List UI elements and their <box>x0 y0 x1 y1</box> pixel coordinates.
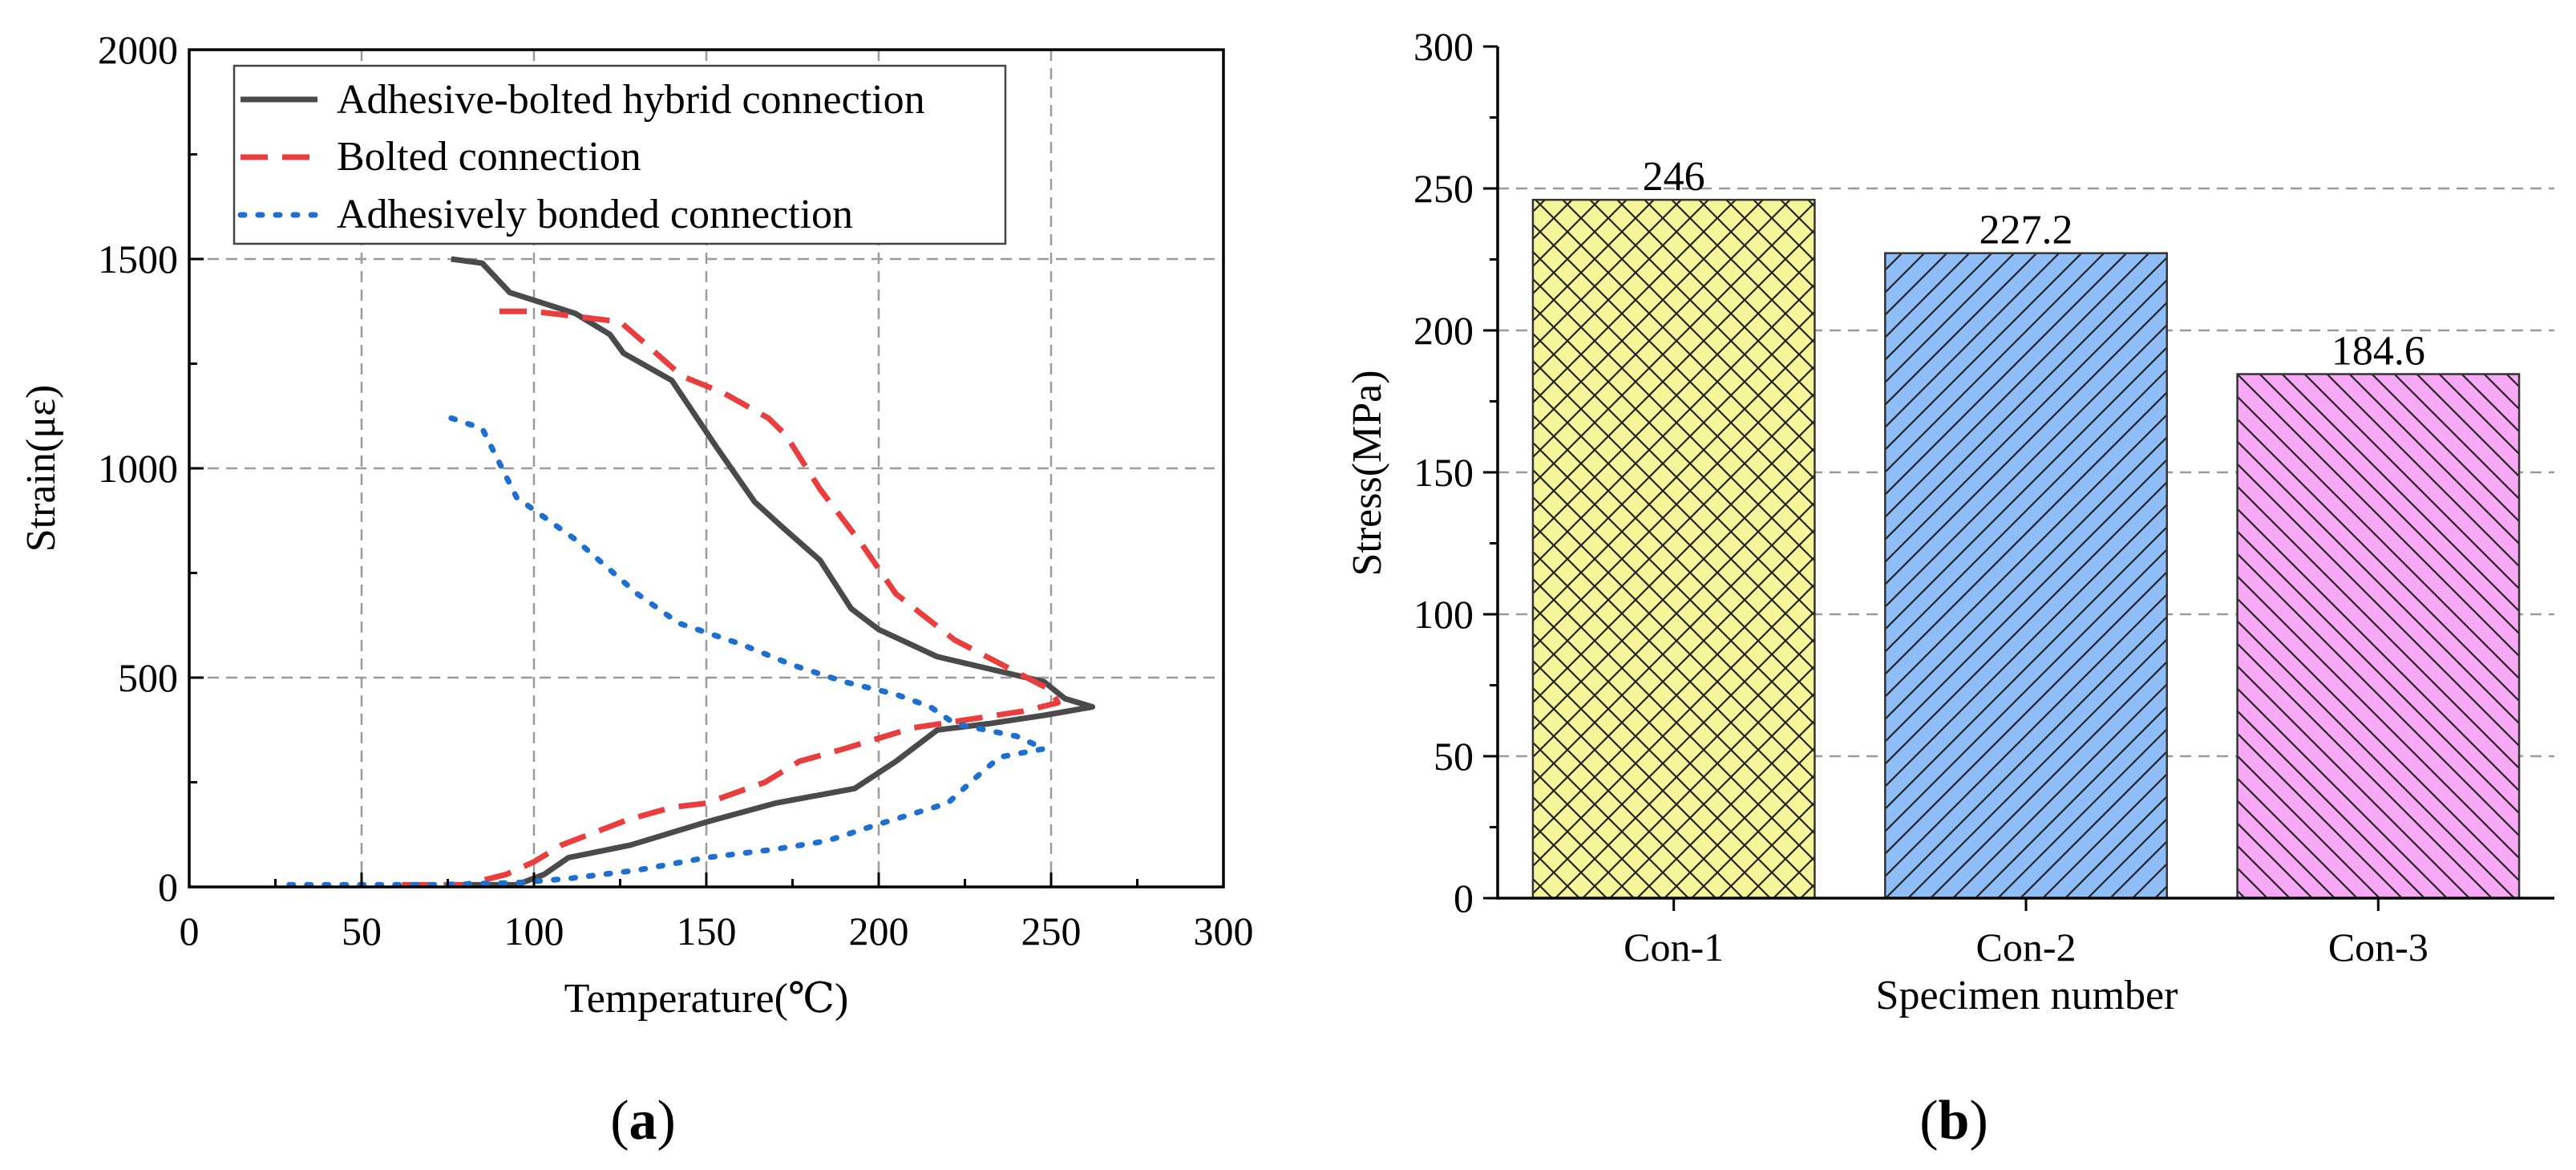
x-tick-label: 150 <box>677 909 737 953</box>
y-tick-label: 1500 <box>98 237 178 281</box>
y-tick-label: 150 <box>1413 450 1474 495</box>
bar-hatch-con-1 <box>1531 198 1816 900</box>
legend-entry-bolted: Bolted connection <box>337 134 641 180</box>
series-line-bolted <box>396 308 1062 888</box>
bar-value-label: 227.2 <box>1980 208 2073 253</box>
legend-box <box>233 64 1007 245</box>
y-tick-label: 100 <box>1413 592 1474 637</box>
y-tick-label: 250 <box>1413 166 1474 211</box>
tick-labels: 0 50 100 150 200 250 300 0 500 1000 1500 2000 <box>98 27 1254 953</box>
bar-value-label: 184.6 <box>2331 329 2425 374</box>
bars <box>1531 198 2521 900</box>
category-label: Con-3 <box>2328 925 2428 970</box>
series-line-bonded <box>282 415 1047 888</box>
bar-value-label: 246 <box>1643 154 1705 200</box>
y-tick-label: 50 <box>1434 734 1474 779</box>
y-tick-label: 1000 <box>98 446 178 491</box>
axis-ticks <box>188 48 1225 889</box>
y-tick-label: 0 <box>158 864 178 909</box>
series-lines <box>282 256 1096 888</box>
bar-hatch-con-2 <box>1884 252 2168 900</box>
category-labels: Con-1 Con-2 Con-3 <box>1624 925 2428 970</box>
x-tick-label: 50 <box>342 909 382 953</box>
y-tick-label: 300 <box>1413 24 1474 69</box>
x-tick-label: 0 <box>180 909 200 953</box>
bar-hatch-con-3 <box>2236 373 2521 900</box>
y-tick-label: 500 <box>118 655 178 700</box>
y-axis-title: Strain(με) <box>18 385 64 553</box>
bar-value-labels: 246 227.2 184.6 <box>1643 154 2425 374</box>
tick-labels: 0 50 100 150 200 250 300 <box>1413 24 1474 921</box>
line-chart-panel: 0 50 100 150 200 250 300 0 500 1000 1500 2000 Tempe… <box>18 27 1254 1152</box>
category-label: Con-1 <box>1624 925 1724 970</box>
legend-entry-hybrid: Adhesive-bolted hybrid connection <box>337 77 925 123</box>
panel-label-b: (b) <box>1919 1090 1988 1152</box>
panel-label-a: (a) <box>610 1090 676 1152</box>
axis-ticks <box>1483 45 2380 911</box>
legend-entry-bonded: Adhesively bonded connection <box>337 192 853 237</box>
y-tick-label: 2000 <box>98 27 178 72</box>
series-line-hybrid <box>447 256 1096 888</box>
y-tick-label: 200 <box>1413 308 1474 353</box>
x-axis-title: Specimen number <box>1876 973 2178 1018</box>
x-tick-label: 300 <box>1194 909 1254 953</box>
x-tick-label: 200 <box>849 909 909 953</box>
x-tick-label: 100 <box>504 909 564 953</box>
y-tick-label: 0 <box>1454 876 1474 921</box>
x-tick-label: 250 <box>1021 909 1082 953</box>
category-label: Con-2 <box>1976 925 2077 970</box>
x-axis-title: Temperature(℃) <box>564 976 849 1022</box>
legend: Adhesive-bolted hybrid connection Bolted… <box>233 64 1007 245</box>
y-axis-title: Stress(MPa) <box>1345 370 1390 576</box>
